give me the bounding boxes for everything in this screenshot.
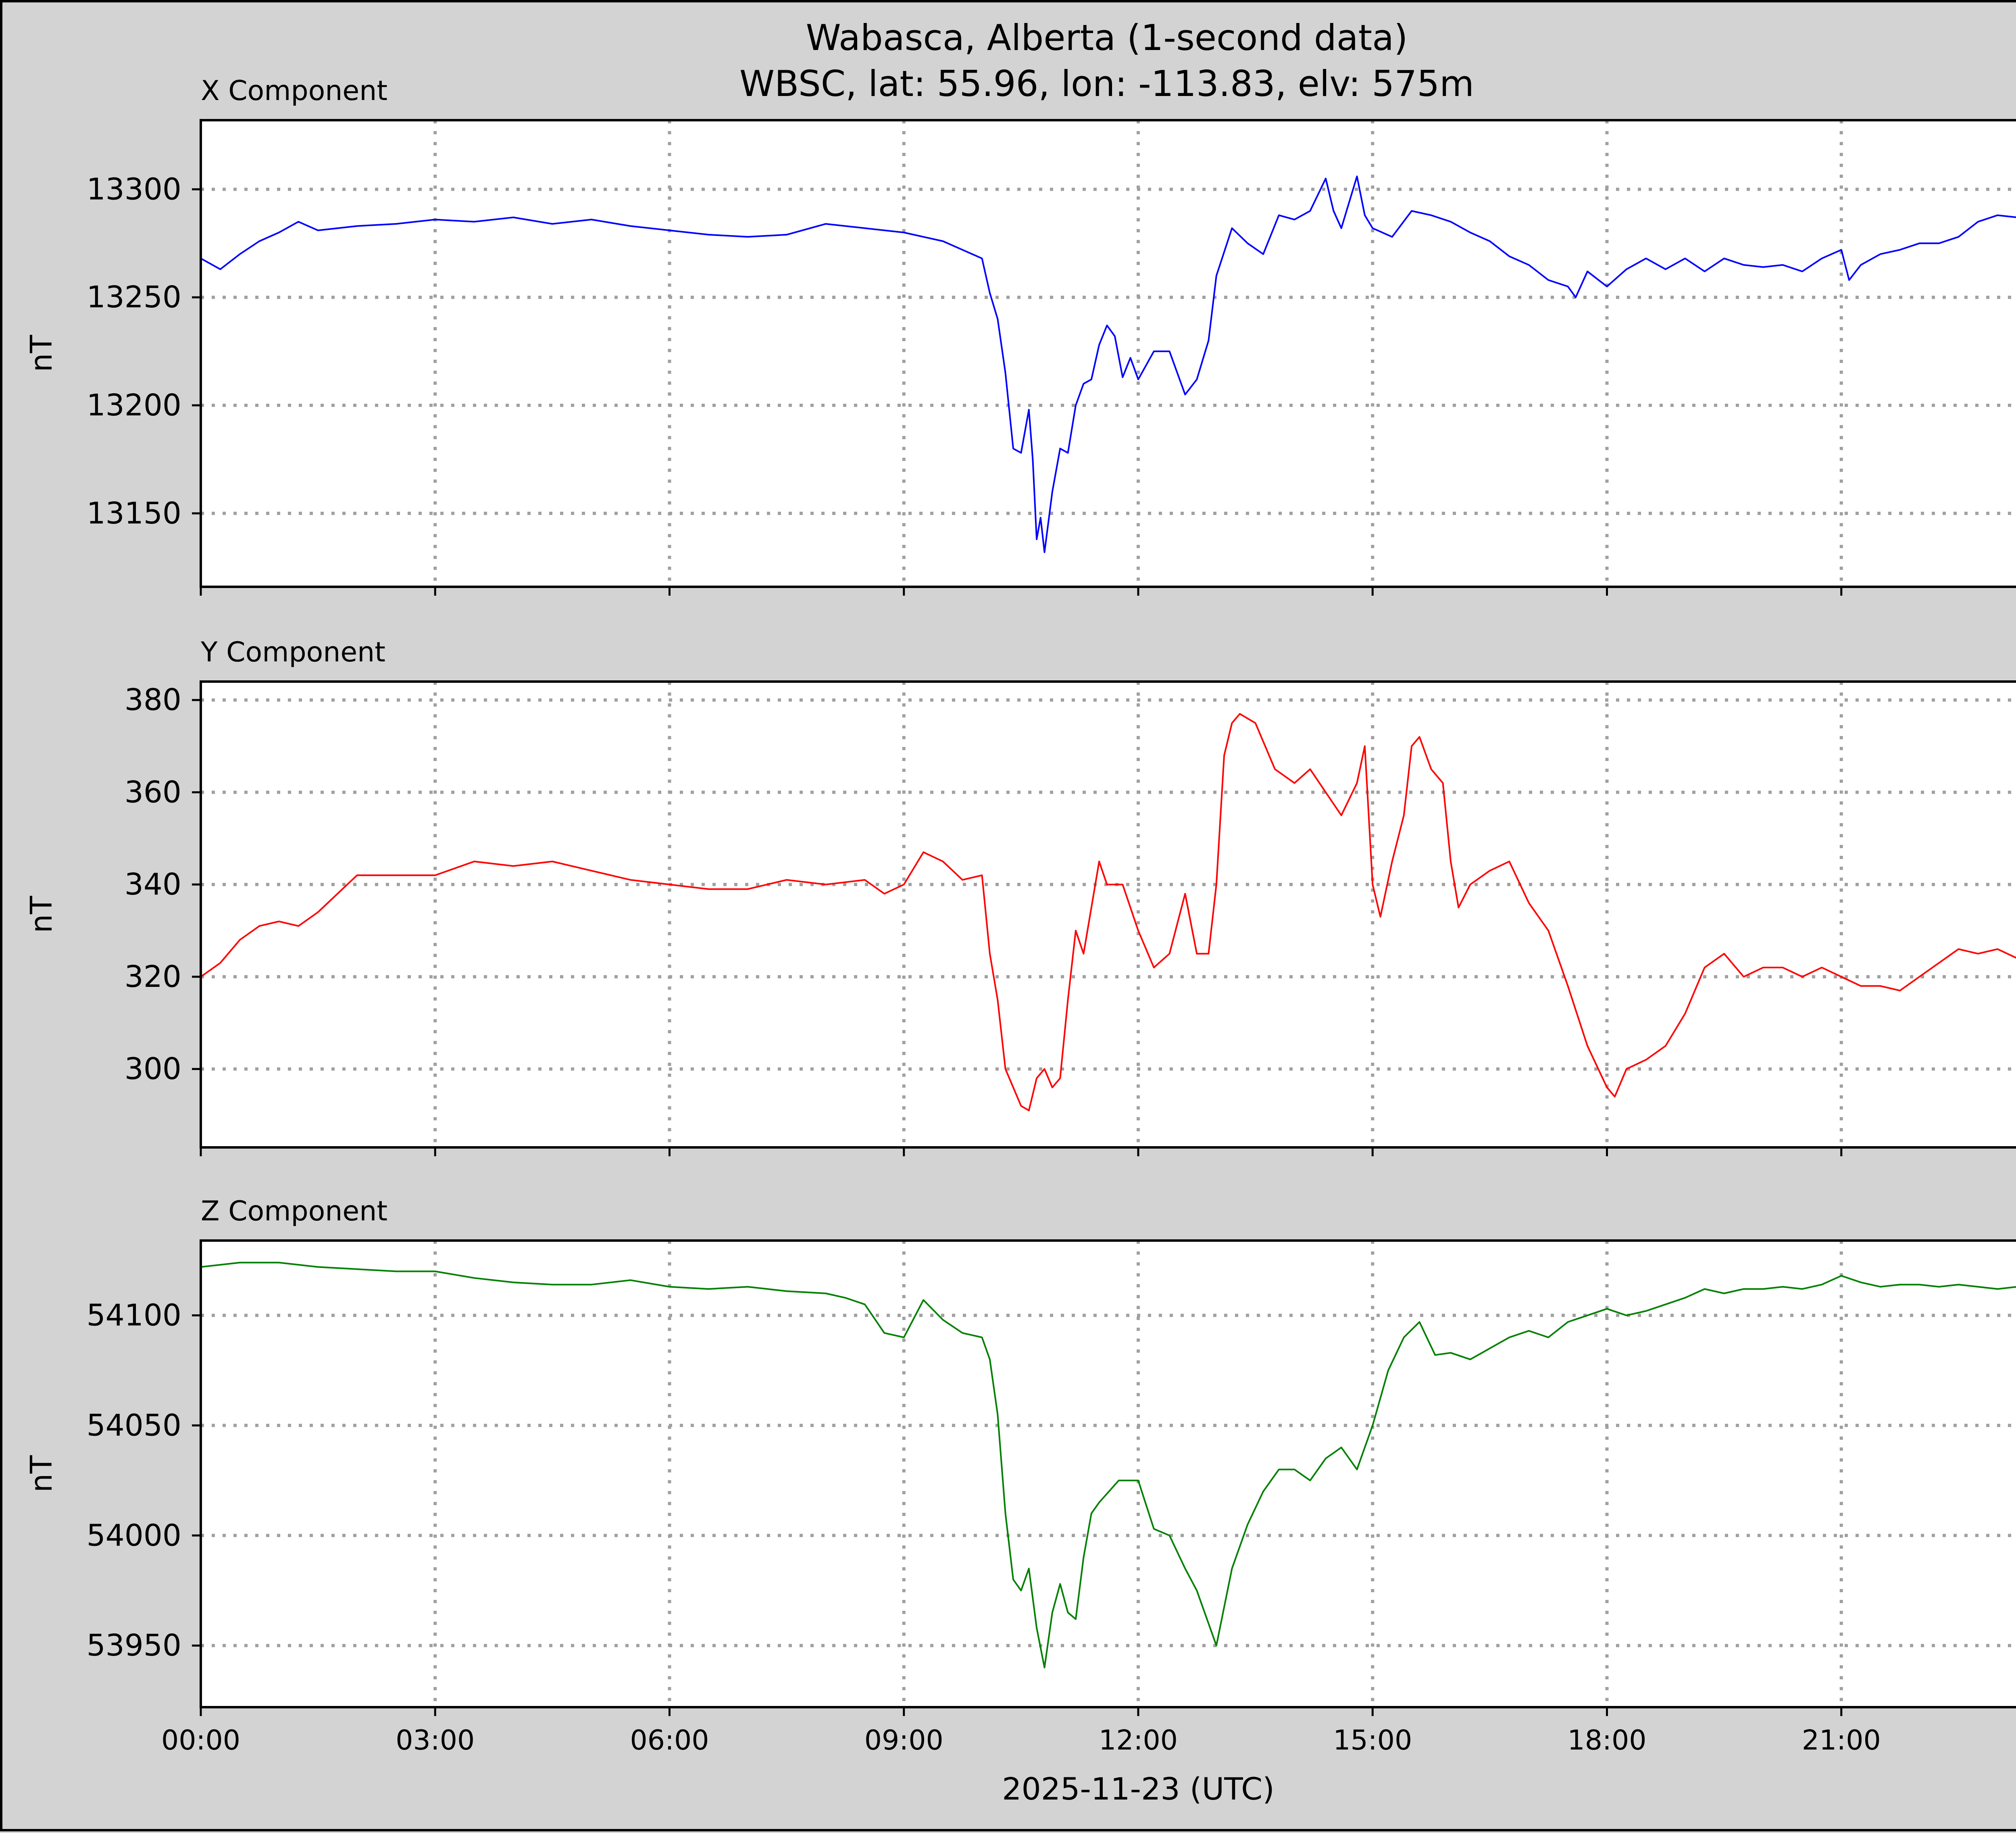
x-y-axis-label: nT [24,335,59,372]
z-y-axis-label: nT [24,1455,59,1493]
x-plot-area [201,120,2016,587]
x-tick-label: 12:00 [1099,1725,1178,1756]
x-tick-label: 00:00 [161,1725,240,1756]
x-panel-frame [200,119,2016,588]
z-y-tick-label: 54050 [87,1408,181,1443]
x-tick-label: 06:00 [630,1725,709,1756]
y-plot-area [201,682,2016,1147]
figure-title: Wabasca, Alberta (1-second data) [806,17,1408,58]
z-component-series-line [200,1262,2016,1668]
y-y-tick-label: 380 [125,683,181,717]
z-panel-title: Z Component [201,1195,387,1227]
y-component-panel: 300 320 340 360 380 Y Component nT [24,636,2016,1156]
z-y-tick-label: 53950 [87,1628,181,1663]
x-tick-label: 09:00 [864,1725,943,1756]
z-y-tick-label: 54000 [87,1518,181,1553]
x-tick-label: 03:00 [396,1725,475,1756]
z-component-panel: 00:00 03:00 06:00 09:00 12:00 15:00 18:00 21:00… [24,1195,2016,1756]
x-component-series-line [200,175,2016,553]
x-axis-label: 2025-11-23 (UTC) [1002,1771,1275,1807]
x-tick-label: 15:00 [1333,1725,1412,1756]
x-y-tick-label: 13250 [87,280,181,315]
z-y-tick-label: 54100 [87,1298,181,1333]
x-panel-title: X Component [201,75,387,107]
x-component-panel: 13150 13200 13250 13300 X Component nT [24,75,2016,596]
x-y-tick-label: 13200 [87,388,181,423]
y-y-tick-label: 340 [125,867,181,902]
y-y-tick-label: 320 [125,959,181,994]
y-panel-frame [200,680,2016,1149]
x-tick-label: 21:00 [1802,1725,1881,1756]
x-tick-label: 18:00 [1568,1725,1647,1756]
y-y-axis-label: nT [24,896,59,933]
x-y-tick-label: 13300 [87,172,181,206]
z-plot-area [201,1241,2016,1707]
x-y-tick-label: 13150 [87,496,181,531]
figure-subtitle: WBSC, lat: 55.96, lon: -113.83, elv: 575… [739,63,1474,104]
y-y-tick-label: 360 [125,775,181,809]
y-component-series-line [200,713,2016,1111]
z-panel-frame [200,1239,2016,1708]
y-y-tick-label: 300 [125,1052,181,1086]
y-panel-title: Y Component [200,636,385,668]
